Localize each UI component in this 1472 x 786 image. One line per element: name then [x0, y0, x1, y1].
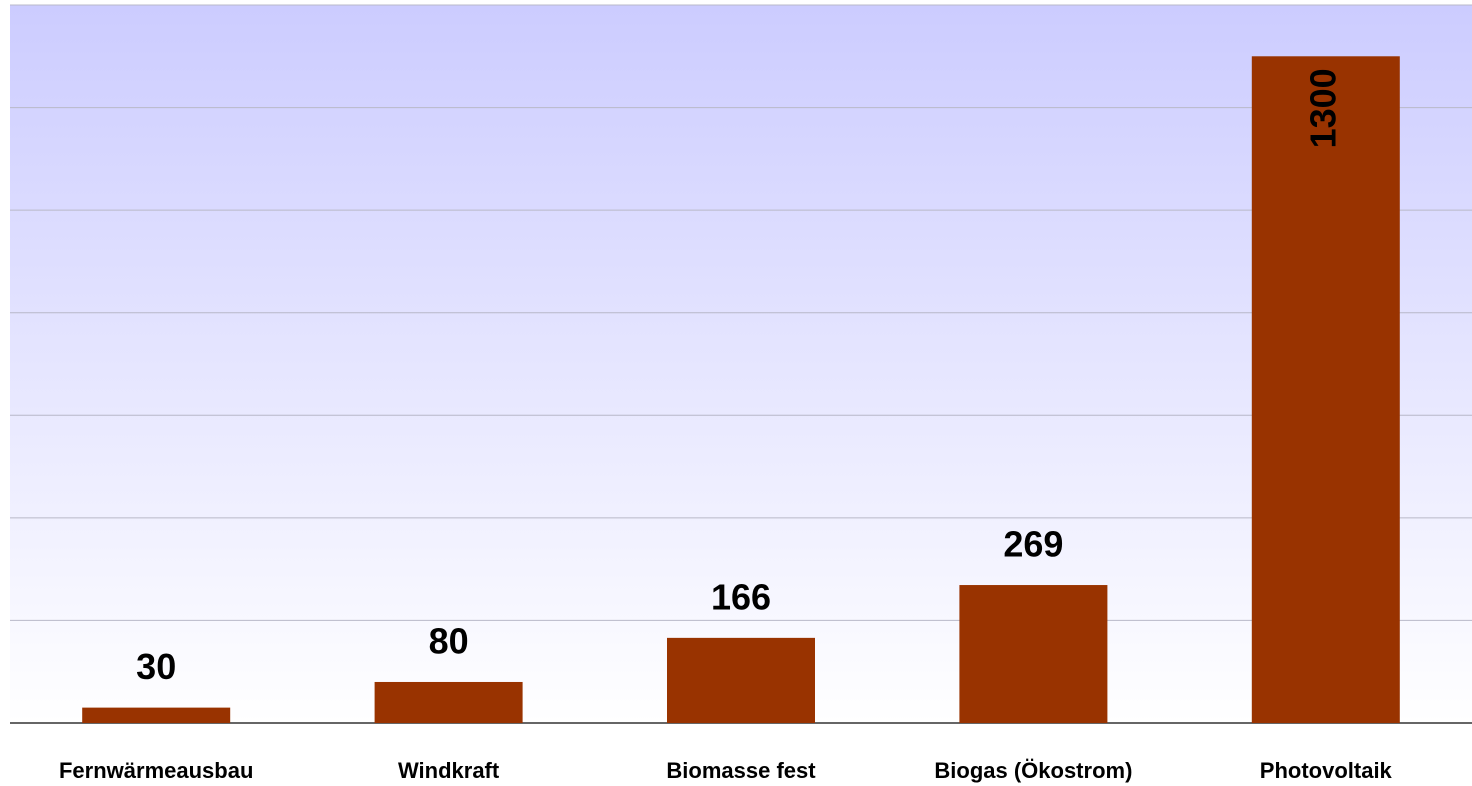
bar — [1251, 56, 1400, 724]
x-tick-label: Biogas (Ökostrom) — [934, 758, 1132, 783]
x-tick-label: Biomasse fest — [666, 758, 816, 783]
bar — [667, 637, 815, 723]
plot-background — [10, 5, 1472, 723]
bar — [374, 681, 523, 723]
x-tick-label: Windkraft — [398, 758, 500, 783]
bar — [82, 707, 231, 723]
data-label: 269 — [1003, 524, 1063, 565]
x-tick-label: Photovoltaik — [1260, 758, 1393, 783]
bar — [959, 585, 1108, 723]
data-label: 1300 — [1302, 68, 1343, 148]
data-label: 80 — [429, 620, 469, 661]
data-label: 30 — [136, 646, 176, 687]
x-tick-label: Fernwärmeausbau — [59, 758, 253, 783]
data-label: 166 — [711, 576, 771, 617]
